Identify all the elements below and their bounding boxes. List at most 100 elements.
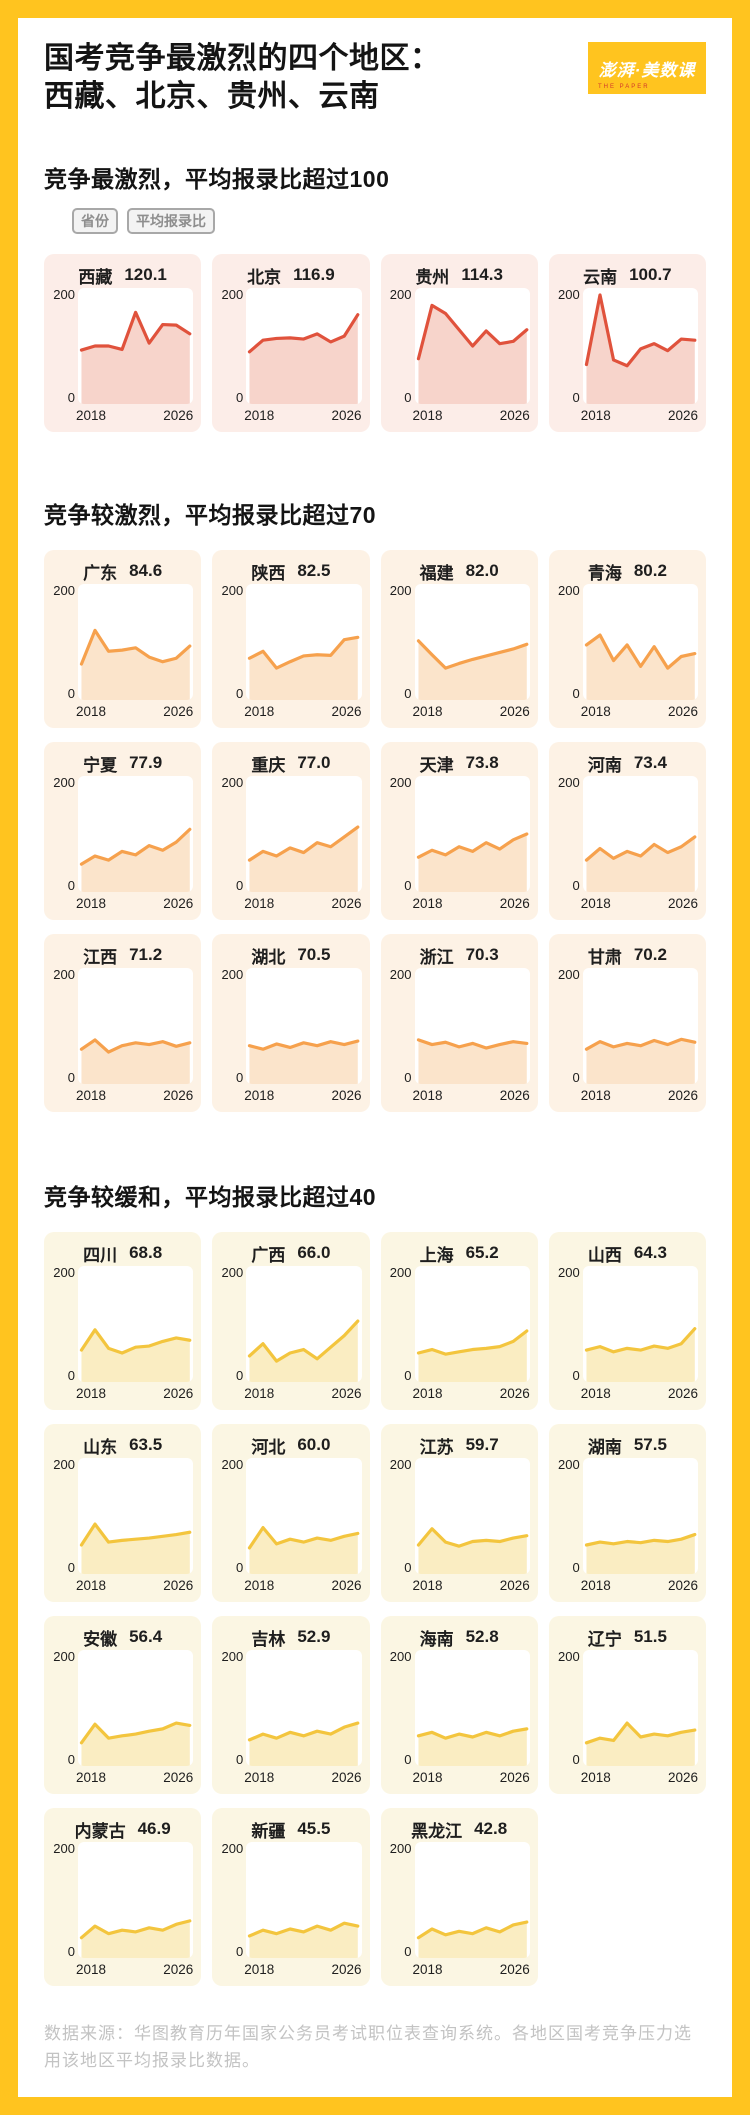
x-start-label: 2018 (580, 704, 611, 719)
tile-head: 河南 73.4 (557, 750, 698, 776)
y-min-label: 0 (404, 1368, 412, 1383)
province-label: 北京 (247, 267, 282, 287)
y-min-label: 0 (572, 1368, 580, 1383)
x-axis: 2018 2026 (244, 1574, 361, 1593)
province-label: 宁夏 (83, 755, 118, 775)
avg-ratio-value: 52.8 (465, 1627, 499, 1646)
trend-line (250, 1723, 358, 1740)
y-max-label: 200 (558, 583, 580, 598)
chart-tile: 吉林 52.9 200 0 2018 2026 (212, 1616, 370, 1794)
section-heading: 竞争较缓和，平均报录比超过40 (44, 1184, 377, 1210)
tile-head: 贵州 114.3 (389, 262, 530, 288)
line-chart (246, 776, 361, 892)
x-end-label: 2026 (667, 896, 698, 911)
chart-area: 200 0 (220, 1842, 362, 1958)
tile-head: 北京 116.9 (220, 262, 361, 288)
plot-area (582, 584, 698, 700)
y-axis: 200 0 (52, 776, 78, 892)
y-min-label: 0 (236, 686, 244, 701)
y-axis: 200 0 (220, 1458, 246, 1574)
y-max-label: 200 (221, 775, 244, 790)
x-axis: 2018 2026 (244, 700, 361, 719)
trend-line (418, 305, 526, 358)
y-max-label: 200 (558, 775, 580, 790)
line-chart (78, 776, 193, 892)
y-axis: 200 0 (389, 968, 415, 1084)
area-fill (249, 1527, 359, 1574)
x-axis: 2018 2026 (76, 1958, 193, 1977)
avg-ratio-value: 64.3 (633, 1243, 667, 1262)
chart-area: 200 0 (389, 968, 530, 1084)
y-min-label: 0 (67, 1944, 75, 1959)
footer-note: 数据来源：华图教育历年国家公务员考试职位表查询系统。各地区国考竞争压力选用该地区… (44, 2024, 692, 2070)
avg-ratio-value: 60.0 (297, 1435, 331, 1454)
y-min-label: 0 (67, 1752, 75, 1767)
chart-tile: 湖南 57.5 200 0 2018 2026 (548, 1424, 706, 1602)
province-label: 新疆 (251, 1821, 286, 1841)
trend-line (250, 827, 358, 860)
avg-ratio-value: 77.0 (297, 753, 331, 772)
plot-area (582, 288, 698, 404)
y-axis: 200 0 (557, 1650, 583, 1766)
chart-area: 200 0 (389, 1266, 530, 1382)
tile-head: 黑龙江 42.8 (389, 1816, 530, 1842)
trend-line (586, 837, 694, 860)
tile-head: 山东 63.5 (52, 1432, 193, 1458)
plot-area (582, 1266, 698, 1382)
x-end-label: 2026 (499, 408, 530, 423)
trend-line (418, 1529, 526, 1546)
x-end-label: 2026 (163, 1088, 194, 1103)
brand-logo-text: 澎湃·美数课 (598, 60, 696, 80)
y-min-label: 0 (404, 1944, 412, 1959)
chart-area: 200 0 (220, 775, 362, 892)
x-start-label: 2018 (580, 1770, 611, 1785)
tile-head: 天津 73.8 (389, 750, 530, 776)
trend-line (250, 315, 358, 352)
y-max-label: 200 (53, 583, 75, 598)
y-min-label: 0 (236, 1070, 244, 1085)
province-label: 江西 (83, 947, 118, 967)
y-max-label: 200 (389, 967, 412, 982)
x-start-label: 2018 (76, 1088, 107, 1103)
x-end-label: 2026 (331, 1386, 362, 1401)
x-axis: 2018 2026 (413, 1766, 530, 1785)
x-end-label: 2026 (163, 1386, 194, 1401)
y-axis: 200 0 (557, 1266, 583, 1382)
line-chart (583, 968, 698, 1084)
x-axis: 2018 2026 (581, 1382, 698, 1401)
chart-area: 200 0 (220, 584, 362, 701)
tile-head: 安徽 56.4 (52, 1624, 193, 1650)
avg-ratio-value: 71.2 (129, 945, 163, 964)
x-end-label: 2026 (667, 1386, 698, 1401)
y-max-label: 200 (221, 1457, 244, 1472)
plot-area (246, 584, 362, 700)
trend-line (586, 1039, 694, 1049)
y-max-label: 200 (389, 1649, 412, 1664)
chart-tile: 河南 73.4 200 0 2018 2026 (548, 742, 706, 920)
province-label: 福建 (419, 563, 454, 583)
trend-line (418, 1040, 526, 1048)
trend-line (418, 1331, 526, 1354)
x-end-label: 2026 (163, 1578, 194, 1593)
line-chart (415, 288, 530, 404)
province-label: 湖北 (251, 947, 286, 967)
line-chart (583, 776, 698, 892)
tile-head: 浙江 70.3 (389, 942, 530, 968)
y-axis: 200 0 (557, 584, 583, 700)
plot-area (78, 1458, 194, 1574)
plot-area (582, 968, 698, 1084)
y-min-label: 0 (572, 878, 580, 893)
area-fill (249, 637, 359, 700)
x-end-label: 2026 (331, 1962, 362, 1977)
province-label: 上海 (419, 1245, 454, 1265)
x-axis: 2018 2026 (76, 1084, 193, 1103)
plot-area (246, 288, 362, 404)
y-min-label: 0 (404, 878, 412, 893)
chart-area: 200 0 (220, 288, 362, 404)
trend-line (250, 1321, 358, 1361)
area-fill (249, 827, 359, 892)
trend-line (418, 1729, 526, 1738)
avg-ratio-value: 57.5 (633, 1435, 667, 1454)
plot-area (78, 1842, 194, 1958)
